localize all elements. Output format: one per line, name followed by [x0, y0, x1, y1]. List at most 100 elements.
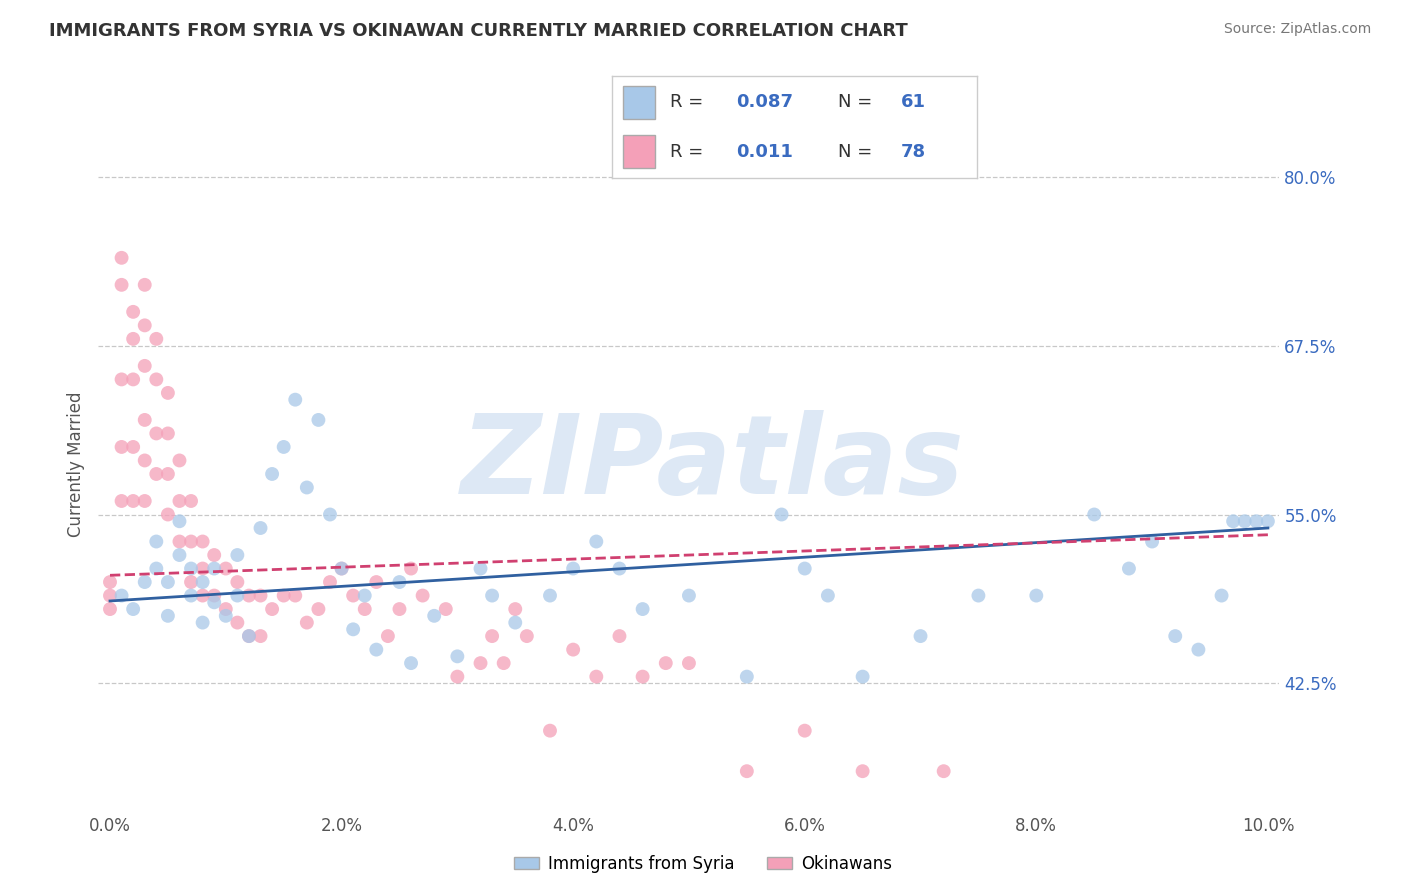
Point	[793, 723, 815, 738]
Point	[191, 575, 214, 590]
Point	[110, 494, 132, 508]
Point	[1211, 589, 1233, 603]
Point	[110, 277, 132, 292]
Point	[180, 589, 202, 603]
Point	[145, 372, 167, 386]
Point	[169, 453, 191, 467]
Point	[503, 615, 526, 630]
Point	[145, 534, 167, 549]
Point	[1118, 561, 1140, 575]
Point	[202, 561, 225, 575]
Point	[399, 561, 422, 575]
Point	[110, 372, 132, 386]
Point	[538, 589, 561, 603]
Point	[122, 305, 145, 319]
Point	[191, 589, 214, 603]
Y-axis label: Currently Married: Currently Married	[66, 391, 84, 537]
Point	[366, 575, 388, 590]
Point	[1164, 629, 1187, 643]
Point	[238, 629, 260, 643]
Point	[585, 670, 607, 684]
Point	[180, 561, 202, 575]
Point	[156, 426, 179, 441]
Point	[156, 575, 179, 590]
Point	[353, 602, 375, 616]
Point	[319, 508, 342, 522]
Point	[169, 494, 191, 508]
Point	[353, 589, 375, 603]
Point	[446, 649, 468, 664]
Text: ZIPatlas: ZIPatlas	[461, 410, 965, 517]
Point	[503, 602, 526, 616]
Point	[538, 723, 561, 738]
Point	[446, 670, 468, 684]
Point	[1233, 514, 1256, 528]
Point	[122, 494, 145, 508]
Point	[134, 277, 156, 292]
Point	[110, 251, 132, 265]
Point	[330, 561, 353, 575]
Point	[145, 467, 167, 481]
Point	[238, 589, 260, 603]
Point	[273, 440, 295, 454]
Point	[295, 481, 318, 495]
Point	[284, 589, 307, 603]
Point	[735, 764, 758, 779]
Point	[156, 467, 179, 481]
Point	[735, 670, 758, 684]
Point	[215, 608, 238, 623]
Point	[110, 440, 132, 454]
Point	[215, 602, 238, 616]
Point	[122, 372, 145, 386]
Point	[122, 440, 145, 454]
Point	[342, 623, 364, 637]
Point	[388, 575, 411, 590]
Point	[967, 589, 990, 603]
Point	[134, 413, 156, 427]
Point	[377, 629, 399, 643]
Point	[202, 595, 225, 609]
Point	[631, 602, 654, 616]
Text: 61: 61	[900, 94, 925, 112]
Point	[191, 534, 214, 549]
Point	[284, 392, 307, 407]
Point	[330, 561, 353, 575]
Point	[1083, 508, 1105, 522]
Point	[98, 575, 121, 590]
Point	[295, 615, 318, 630]
Point	[134, 494, 156, 508]
Point	[156, 508, 179, 522]
Point	[631, 670, 654, 684]
Point	[273, 589, 295, 603]
Point	[215, 561, 238, 575]
Point	[609, 561, 631, 575]
Point	[156, 385, 179, 400]
Text: 0.087: 0.087	[735, 94, 793, 112]
Legend: Immigrants from Syria, Okinawans: Immigrants from Syria, Okinawans	[508, 848, 898, 880]
Point	[319, 575, 342, 590]
Point	[817, 589, 839, 603]
Point	[852, 764, 875, 779]
Point	[910, 629, 932, 643]
Point	[226, 575, 249, 590]
Point	[202, 589, 225, 603]
Text: N =: N =	[838, 143, 873, 161]
Point	[191, 561, 214, 575]
Point	[145, 426, 167, 441]
Point	[249, 629, 271, 643]
Point	[262, 602, 284, 616]
Point	[1257, 514, 1279, 528]
Text: IMMIGRANTS FROM SYRIA VS OKINAWAN CURRENTLY MARRIED CORRELATION CHART: IMMIGRANTS FROM SYRIA VS OKINAWAN CURREN…	[49, 22, 908, 40]
Point	[262, 467, 284, 481]
Point	[145, 332, 167, 346]
Point	[134, 318, 156, 333]
Text: R =: R =	[671, 143, 703, 161]
Point	[249, 521, 271, 535]
Text: Source: ZipAtlas.com: Source: ZipAtlas.com	[1223, 22, 1371, 37]
Point	[169, 514, 191, 528]
Point	[399, 656, 422, 670]
Point	[1246, 514, 1268, 528]
Point	[226, 615, 249, 630]
Text: N =: N =	[838, 94, 873, 112]
Point	[1025, 589, 1047, 603]
